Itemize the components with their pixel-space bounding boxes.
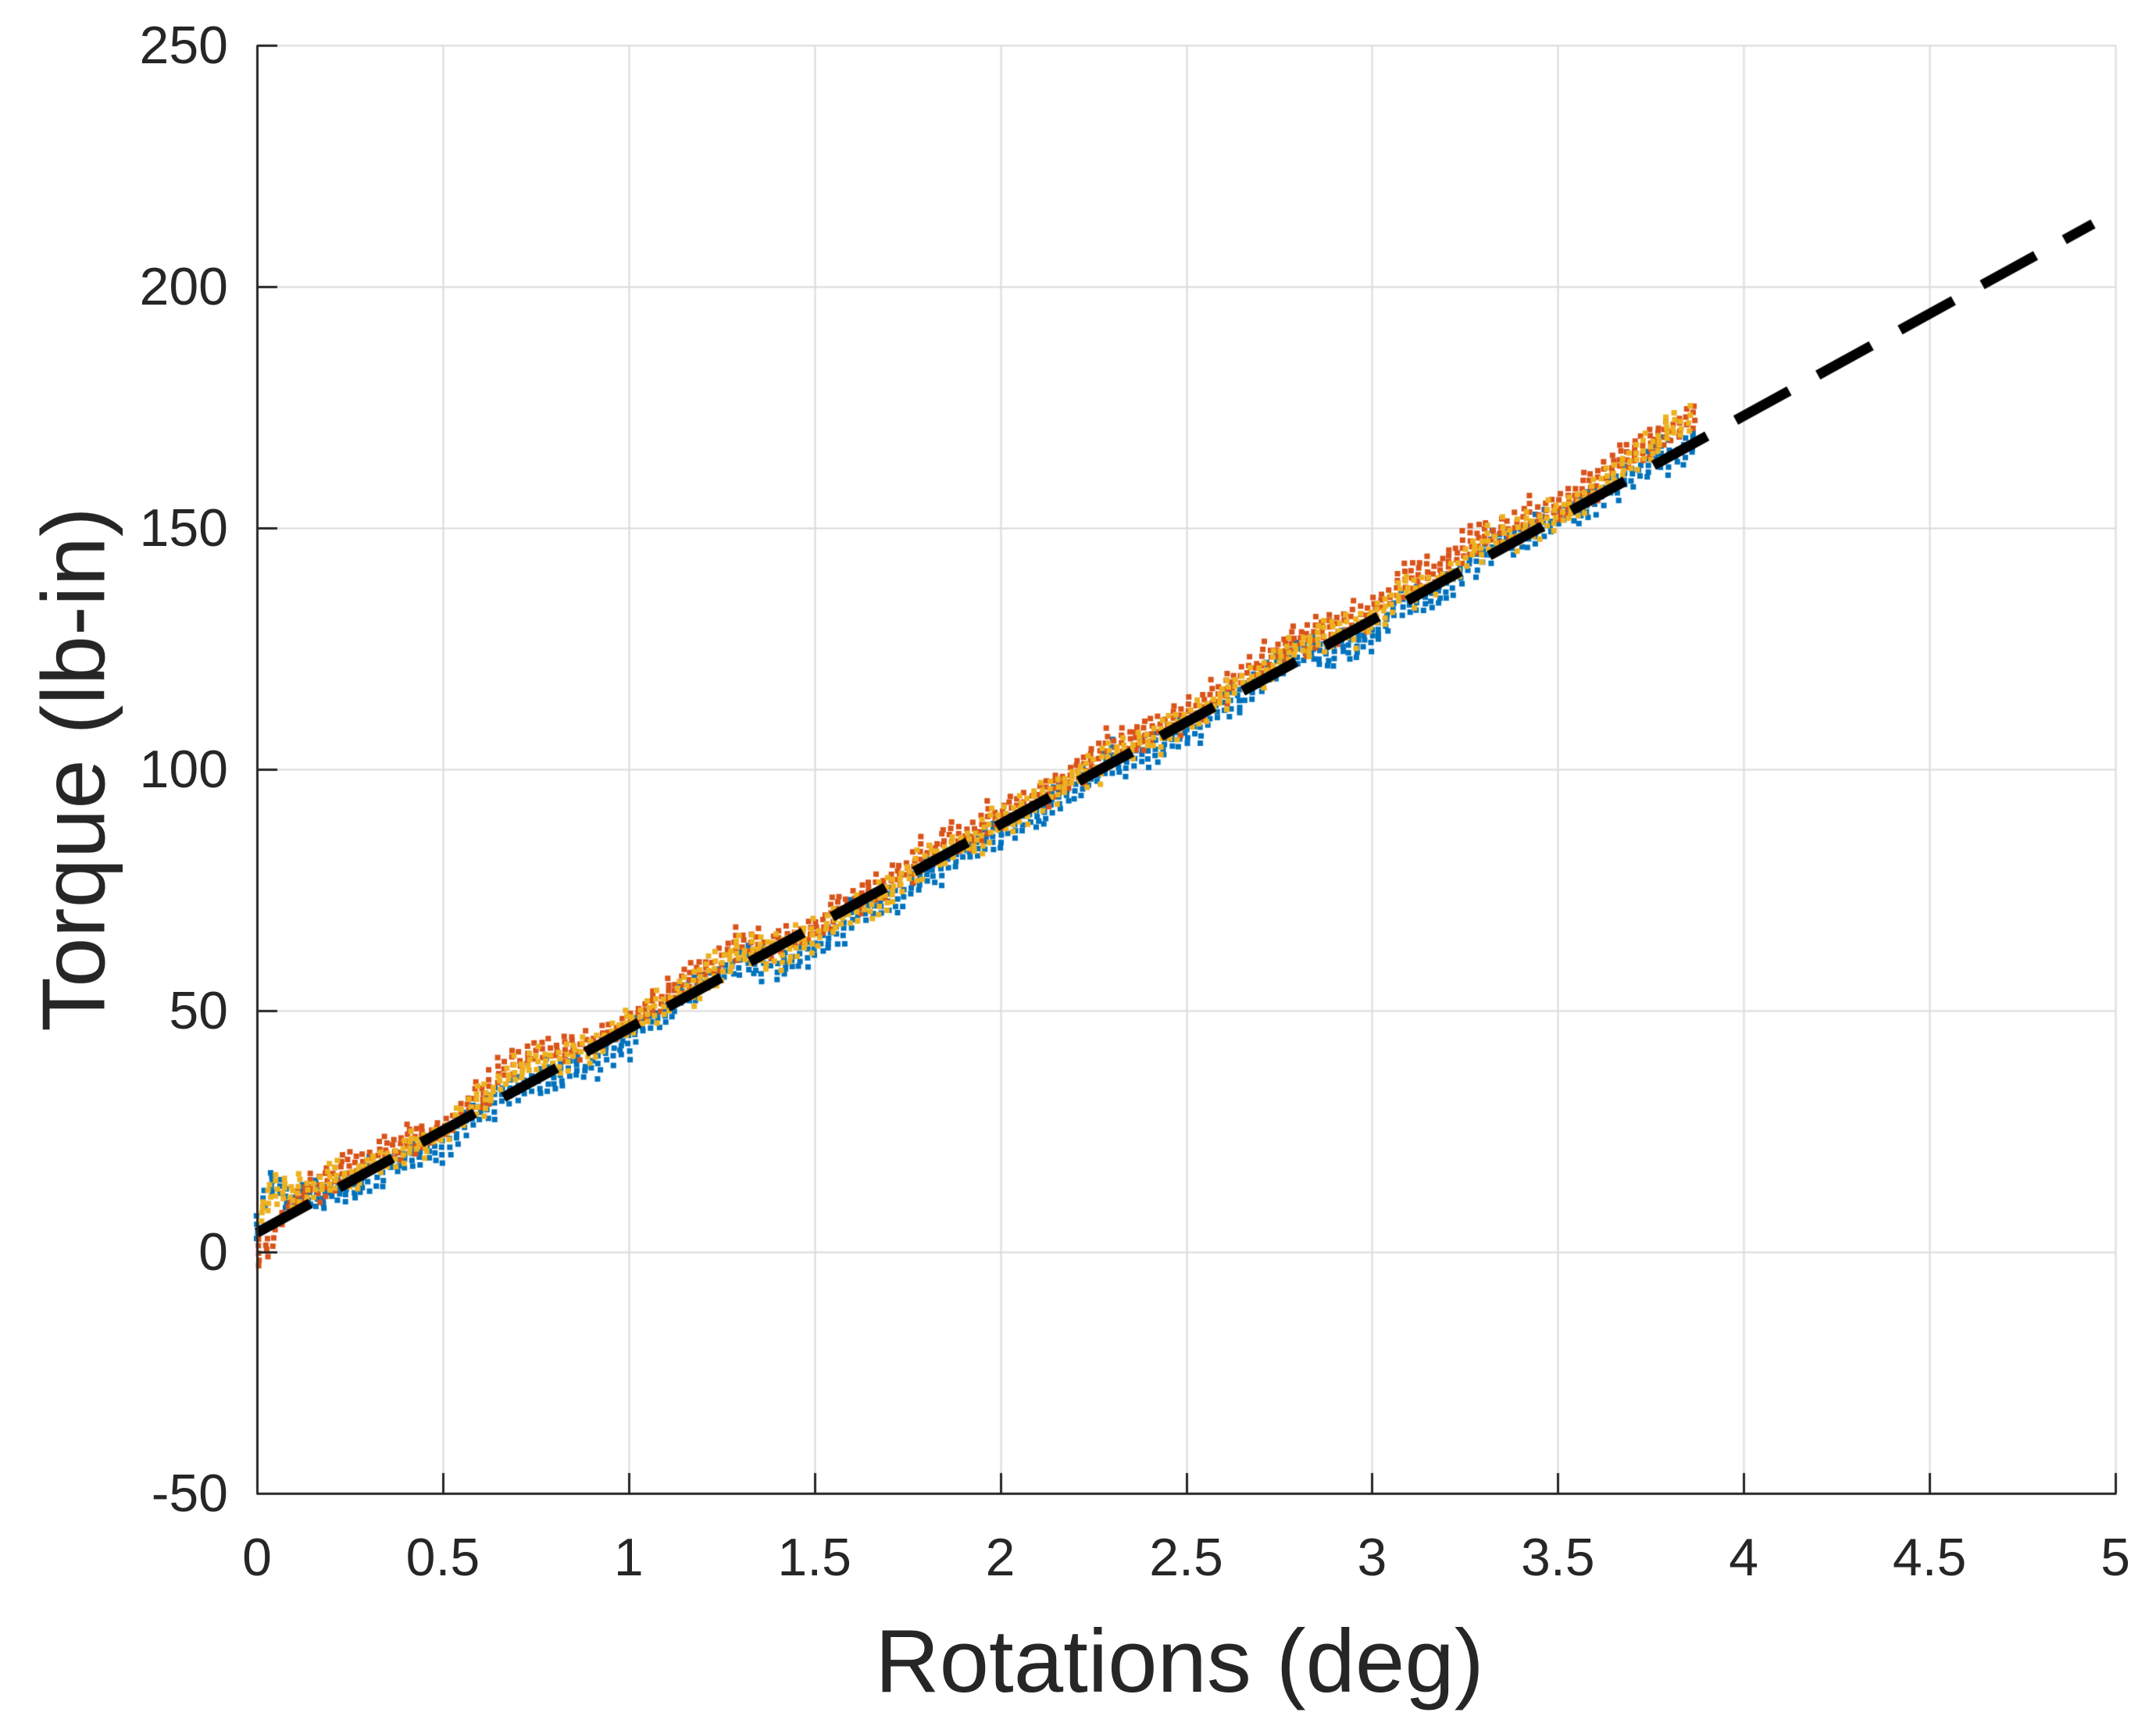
y-tick-label: 250: [139, 16, 228, 75]
x-tick-label: 0: [242, 1528, 272, 1587]
y-tick-label: 200: [139, 257, 228, 316]
x-tick-label: 2.5: [1149, 1528, 1223, 1587]
y-tick-label: -50: [151, 1464, 228, 1523]
x-tick-label: 1: [613, 1528, 644, 1587]
x-axis-label: Rotations (deg): [875, 1612, 1484, 1711]
x-tick-label: 2: [985, 1528, 1016, 1587]
x-tick-label: 1.5: [777, 1528, 851, 1587]
x-tick-label: 0.5: [405, 1528, 480, 1587]
y-tick-label: 0: [198, 1222, 228, 1282]
x-tick-label: 4: [1729, 1528, 1759, 1587]
x-tick-label: 3.5: [1521, 1528, 1595, 1587]
x-tick-label: 5: [2101, 1528, 2130, 1587]
x-tick-label: 3: [1357, 1528, 1387, 1587]
y-tick-label: 150: [139, 498, 228, 558]
y-tick-label: 50: [169, 981, 228, 1040]
y-tick-label: 100: [139, 740, 228, 799]
y-axis-label: Torque (lb-in): [24, 507, 124, 1032]
x-tick-label: 4.5: [1892, 1528, 1967, 1587]
